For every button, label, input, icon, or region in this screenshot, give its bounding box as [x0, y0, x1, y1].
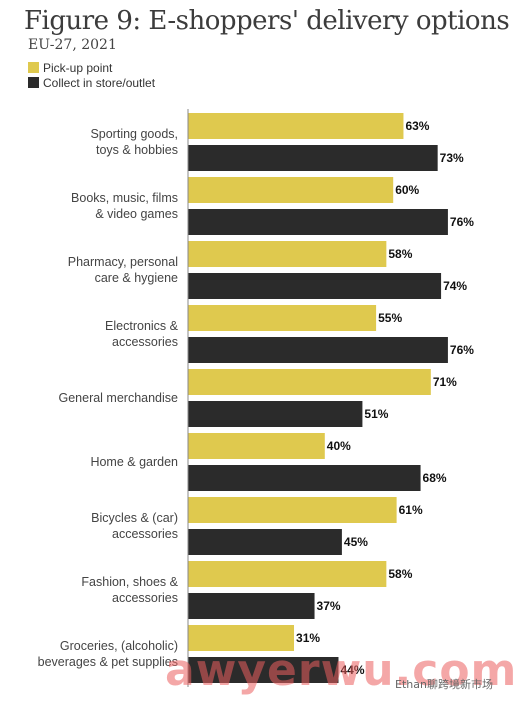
value-label-pickup-0: 63% [405, 119, 429, 133]
bar-pickup-7 [188, 561, 387, 587]
bar-pickup-4 [188, 369, 431, 395]
category-label-7: Fashion, shoes & accessories [81, 575, 178, 605]
value-label-pickup-5: 40% [327, 439, 351, 453]
category-label-6: Bicycles & (car) accessories [91, 511, 178, 541]
category-label-8: Groceries, (alcoholic) beverages & pet su… [38, 639, 178, 669]
legend-label-pickup: Pick-up point [43, 60, 113, 75]
bar-pickup-6 [188, 497, 397, 523]
value-label-pickup-6: 61% [399, 503, 423, 517]
value-label-collect-7: 37% [317, 599, 341, 613]
category-label-4: General merchandise [58, 391, 178, 405]
legend: Pick-up point Collect in store/outlet [28, 60, 155, 90]
chart-title: Figure 9: E-shoppers' delivery options [24, 6, 510, 36]
value-label-collect-4: 51% [364, 407, 388, 421]
category-label-5: Home & garden [90, 455, 178, 469]
category-label-1: Books, music, films & video games [71, 191, 178, 221]
bar-collect-7 [188, 593, 315, 619]
value-label-collect-5: 68% [423, 471, 447, 485]
value-label-collect-3: 76% [450, 343, 474, 357]
watermark: awyerwu.com [165, 645, 518, 696]
bar-collect-4 [188, 401, 363, 427]
category-label-2: Pharmacy, personal care & hygiene [68, 255, 178, 285]
value-label-collect-0: 73% [440, 151, 464, 165]
watermark-sub: Ethan聊跨境新市场 [395, 678, 493, 691]
value-label-pickup-4: 71% [433, 375, 457, 389]
category-label-0: Sporting goods, toys & hobbies [90, 127, 178, 157]
legend-item-collect: Collect in store/outlet [28, 75, 155, 90]
value-label-collect-2: 74% [443, 279, 467, 293]
bar-pickup-8 [188, 625, 295, 651]
bar-collect-5 [188, 465, 421, 491]
value-label-collect-6: 45% [344, 535, 368, 549]
value-label-pickup-3: 55% [378, 311, 402, 325]
bar-pickup-1 [188, 177, 394, 203]
value-label-pickup-2: 58% [388, 247, 412, 261]
bar-pickup-3 [188, 305, 377, 331]
bar-collect-3 [188, 337, 448, 363]
legend-swatch-pickup [28, 62, 39, 73]
value-label-pickup-1: 60% [395, 183, 419, 197]
chart-subtitle: EU-27, 2021 [28, 37, 117, 53]
legend-swatch-collect [28, 77, 39, 88]
value-label-collect-8: 44% [340, 663, 364, 677]
bar-pickup-5 [188, 433, 325, 459]
bar-collect-6 [188, 529, 342, 555]
value-label-pickup-7: 58% [388, 567, 412, 581]
legend-item-pickup: Pick-up point [28, 60, 155, 75]
bar-collect-0 [188, 145, 438, 171]
bar-pickup-2 [188, 241, 387, 267]
bar-collect-1 [188, 209, 448, 235]
legend-label-collect: Collect in store/outlet [43, 75, 156, 90]
bar-collect-2 [188, 273, 442, 299]
bar-pickup-0 [188, 113, 404, 139]
bar-collect-8 [188, 657, 339, 683]
category-label-3: Electronics & accessories [105, 319, 179, 349]
value-label-collect-1: 76% [450, 215, 474, 229]
value-label-pickup-8: 31% [296, 631, 320, 645]
